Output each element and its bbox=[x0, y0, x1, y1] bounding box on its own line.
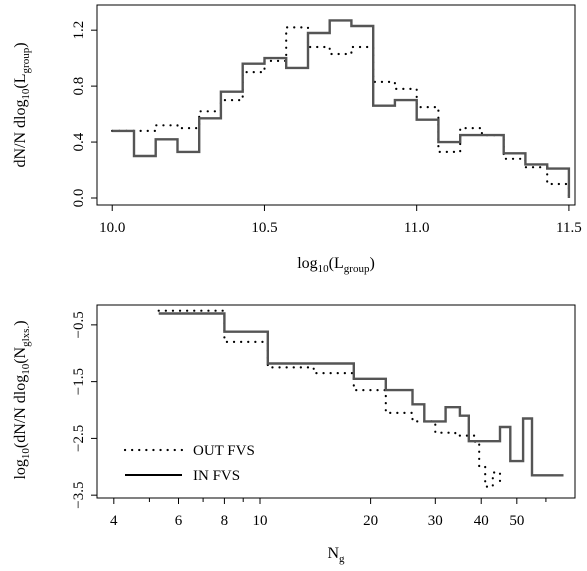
top-y-tick-label: 0.8 bbox=[71, 77, 87, 96]
bottom-legend: OUT FVS IN FVS bbox=[123, 443, 255, 484]
top-plot-frame bbox=[96, 4, 576, 206]
top-y-axis-label: dN/N dlog10(Lgroup) bbox=[12, 42, 32, 167]
bottom-y-tick-label: −2.5 bbox=[71, 425, 87, 452]
top-series-out-fvs bbox=[111, 26, 570, 200]
bottom-y-tick-label: −0.5 bbox=[71, 311, 87, 338]
bottom-y-tick-label: −3.5 bbox=[71, 482, 87, 509]
top-panel-luminosity-distribution: 10.0 10.5 11.0 11.5 0.0 0.4 0.8 1.2 log10(Lgrou… bbox=[12, 4, 582, 275]
bottom-plot-frame bbox=[96, 304, 576, 499]
bottom-x-tick-label: 4 bbox=[110, 513, 118, 529]
bottom-x-tick-label: 40 bbox=[474, 513, 489, 529]
bottom-x-tick-label: 20 bbox=[363, 513, 378, 529]
bottom-panel-group-size-distribution: 4 6 8 10 20 30 40 50 −0.5 −1.5 −2.5 −3.5 OUT FVS IN… bbox=[12, 304, 576, 565]
bottom-x-tick-label: 50 bbox=[509, 513, 524, 529]
bottom-y-axis-label: log10(dN/N dlog10(Nglxs.) bbox=[12, 320, 32, 479]
bottom-series-lines bbox=[157, 309, 564, 488]
top-axis-ticks: 10.0 10.5 11.0 11.5 0.0 0.4 0.8 1.2 bbox=[71, 21, 582, 236]
legend-label-in-fvs: IN FVS bbox=[193, 468, 240, 484]
top-x-tick-label: 11.0 bbox=[404, 220, 430, 236]
top-x-tick-label: 11.5 bbox=[556, 220, 582, 236]
top-x-tick-label: 10.5 bbox=[251, 220, 277, 236]
bottom-series-in-fvs bbox=[158, 312, 564, 477]
legend-label-out-fvs: OUT FVS bbox=[193, 443, 255, 459]
bottom-y-tick-label: −1.5 bbox=[71, 368, 87, 395]
top-series-lines bbox=[111, 19, 571, 200]
top-y-tick-label: 0.4 bbox=[71, 132, 87, 151]
bottom-series-out-fvs bbox=[157, 309, 502, 488]
bottom-axis-ticks: 4 6 8 10 20 30 40 50 −0.5 −1.5 −2.5 −3.5 bbox=[71, 311, 547, 529]
top-series-in-fvs bbox=[112, 19, 571, 198]
bottom-x-tick-label: 30 bbox=[428, 513, 443, 529]
bottom-x-tick-label: 10 bbox=[253, 513, 268, 529]
bottom-x-axis-label: Ng bbox=[327, 545, 345, 565]
bottom-x-tick-label: 8 bbox=[221, 513, 229, 529]
bottom-x-tick-label: 6 bbox=[175, 513, 183, 529]
top-x-axis-label: log10(Lgroup) bbox=[297, 255, 375, 275]
top-y-tick-label: 0.0 bbox=[71, 189, 87, 208]
top-x-tick-label: 10.0 bbox=[99, 220, 125, 236]
top-y-tick-label: 1.2 bbox=[71, 21, 87, 40]
